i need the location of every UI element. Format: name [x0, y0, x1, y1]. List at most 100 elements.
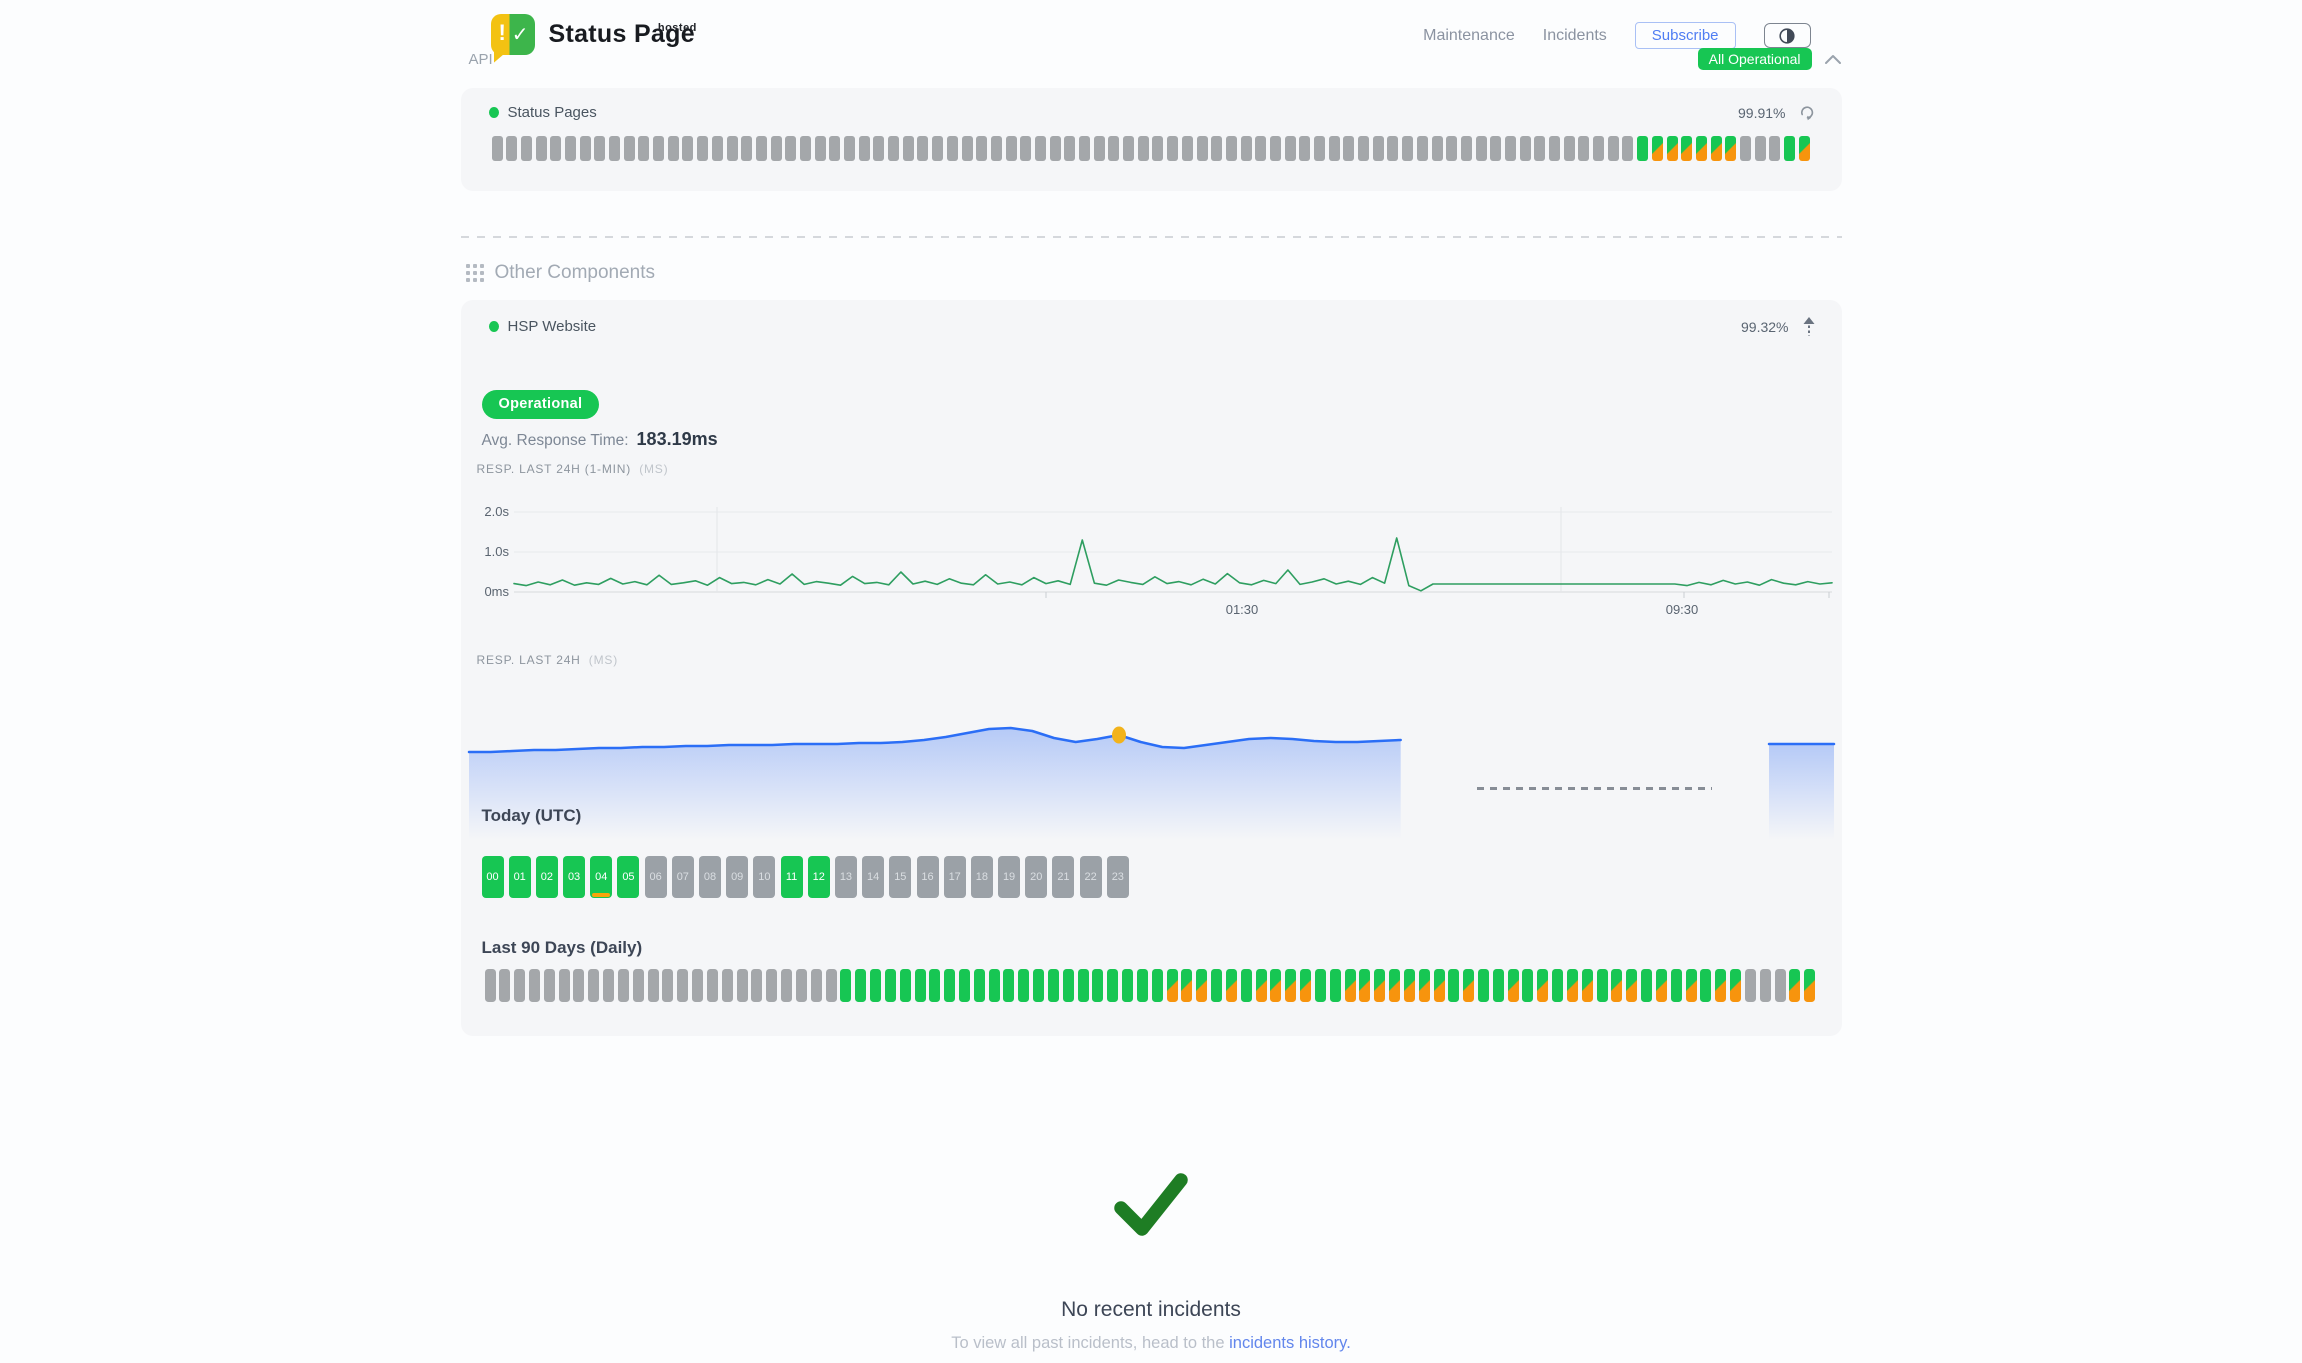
day-bar[interactable] [1240, 969, 1252, 1002]
uptime-bar[interactable] [1431, 136, 1443, 161]
uptime-bar[interactable] [1343, 136, 1355, 161]
uptime-bar[interactable] [550, 136, 562, 161]
uptime-bar[interactable] [1637, 136, 1649, 161]
hour-cell[interactable]: 01 [508, 856, 531, 898]
day-bar[interactable] [810, 969, 822, 1002]
day-bar[interactable] [617, 969, 629, 1002]
day-bar[interactable] [944, 969, 956, 1002]
day-bar[interactable] [1389, 969, 1401, 1002]
uptime-bar[interactable] [1314, 136, 1325, 161]
uptime-bar[interactable] [609, 136, 620, 161]
hour-cell[interactable]: 00 [481, 856, 504, 898]
uptime-bar[interactable] [1754, 136, 1766, 161]
day-bar[interactable] [1344, 969, 1356, 1002]
theme-toggle-button[interactable] [1763, 23, 1811, 48]
day-bar[interactable] [884, 969, 896, 1002]
day-bar[interactable] [1092, 969, 1104, 1002]
uptime-bar[interactable] [594, 136, 606, 161]
day-bar[interactable] [647, 969, 659, 1002]
uptime-bar[interactable] [1211, 136, 1223, 161]
day-bar[interactable] [1018, 969, 1030, 1002]
day-bar[interactable] [1403, 969, 1415, 1002]
day-bar[interactable] [1670, 969, 1682, 1002]
uptime-bar[interactable] [1622, 136, 1634, 161]
day-bar[interactable] [1270, 969, 1282, 1002]
day-bar[interactable] [1611, 969, 1623, 1002]
uptime-bar[interactable] [844, 136, 855, 161]
hour-cell[interactable]: 12 [807, 856, 830, 898]
uptime-bar[interactable] [932, 136, 944, 161]
day-bar[interactable] [973, 969, 985, 1002]
day-bar[interactable] [1136, 969, 1148, 1002]
day-bar[interactable] [706, 969, 718, 1002]
uptime-bar[interactable] [1725, 136, 1737, 161]
uptime-bar[interactable] [564, 136, 576, 161]
uptime-bar[interactable] [1681, 136, 1693, 161]
day-bar[interactable] [1552, 969, 1564, 1002]
day-bar[interactable] [1715, 969, 1727, 1002]
day-bar[interactable] [1314, 969, 1326, 1002]
day-bar[interactable] [1522, 969, 1534, 1002]
day-bar[interactable] [1329, 969, 1341, 1002]
day-bar[interactable] [514, 969, 526, 1002]
day-bar[interactable] [558, 969, 570, 1002]
hour-cell[interactable]: 14 [862, 856, 885, 898]
hour-cell[interactable]: 07 [671, 856, 694, 898]
day-bar[interactable] [795, 969, 807, 1002]
uptime-bar[interactable] [888, 136, 900, 161]
day-bar[interactable] [1047, 969, 1059, 1002]
day-bar[interactable] [1418, 969, 1430, 1002]
day-bar[interactable] [1789, 969, 1801, 1002]
day-bar[interactable] [543, 969, 555, 1002]
uptime-bar[interactable] [1079, 136, 1090, 161]
uptime-bar[interactable] [623, 136, 635, 161]
uptime-bar[interactable] [902, 136, 914, 161]
day-bar[interactable] [1374, 969, 1386, 1002]
hour-cell[interactable]: 22 [1079, 856, 1102, 898]
day-bar[interactable] [1537, 969, 1549, 1002]
day-bar[interactable] [1196, 969, 1208, 1002]
hour-cell[interactable]: 11 [780, 856, 803, 898]
hour-cell[interactable]: 08 [699, 856, 721, 898]
day-bar[interactable] [692, 969, 704, 1002]
day-bar[interactable] [1685, 969, 1697, 1002]
day-bar[interactable] [855, 969, 867, 1002]
day-bar[interactable] [929, 969, 941, 1002]
uptime-bar[interactable] [1739, 136, 1751, 161]
uptime-bar[interactable] [491, 136, 503, 161]
uptime-bar[interactable] [1284, 136, 1296, 161]
uptime-bar[interactable] [579, 136, 591, 161]
uptime-bar[interactable] [653, 136, 665, 161]
day-bar[interactable] [959, 969, 970, 1002]
day-bar[interactable] [1062, 969, 1074, 1002]
uptime-bar[interactable] [946, 136, 958, 161]
hour-cell[interactable]: 15 [889, 856, 912, 898]
uptime-bar[interactable] [1475, 136, 1487, 161]
uptime-bar[interactable] [1225, 136, 1237, 161]
day-bar[interactable] [899, 969, 911, 1002]
uptime-bar[interactable] [741, 136, 753, 161]
day-bar[interactable] [484, 969, 496, 1002]
uptime-bar[interactable] [1034, 136, 1046, 161]
uptime-bar[interactable] [755, 136, 767, 161]
uptime-bar[interactable] [1651, 136, 1663, 161]
uptime-bar[interactable] [1563, 136, 1575, 161]
refresh-icon[interactable] [1799, 104, 1816, 121]
day-bar[interactable] [603, 969, 615, 1002]
hour-cell[interactable]: 23 [1106, 856, 1129, 898]
uptime-bar[interactable] [1784, 136, 1795, 161]
day-bar[interactable] [528, 969, 540, 1002]
uptime-bar[interactable] [638, 136, 650, 161]
uptime-bar[interactable] [1416, 136, 1428, 161]
day-bar[interactable] [781, 969, 793, 1002]
day-bar[interactable] [766, 969, 778, 1002]
uptime-bar[interactable] [682, 136, 694, 161]
day-bar[interactable] [1596, 969, 1608, 1002]
uptime-bar[interactable] [829, 136, 841, 161]
day-bar[interactable] [1774, 969, 1786, 1002]
day-bar[interactable] [1225, 969, 1237, 1002]
day-bar[interactable] [588, 969, 600, 1002]
uptime-bar[interactable] [1710, 136, 1722, 161]
hour-cell[interactable]: 21 [1052, 856, 1075, 898]
hour-cell[interactable]: 04 [590, 856, 613, 898]
